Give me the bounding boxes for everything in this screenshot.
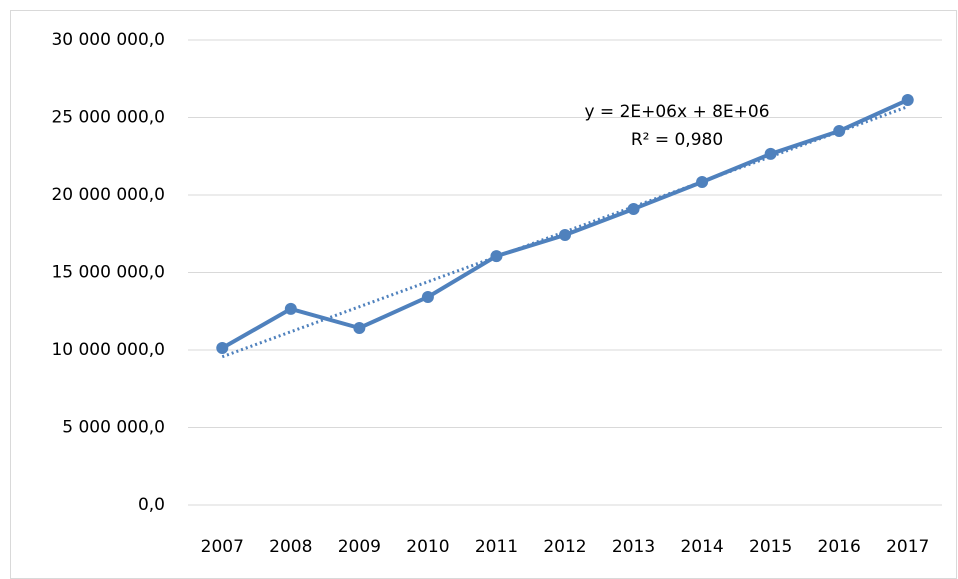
- y-tick-label: 5 000 000,0: [62, 418, 165, 438]
- x-tick-label: 2013: [612, 537, 655, 557]
- data-point: [490, 250, 503, 263]
- data-point: [764, 147, 777, 160]
- x-tick-label: 2012: [543, 537, 586, 557]
- y-tick-label: 30 000 000,0: [51, 30, 165, 50]
- y-tick-label: 15 000 000,0: [51, 263, 165, 283]
- trendline: [221, 105, 909, 359]
- chart-frame: [10, 10, 957, 579]
- x-tick-label: 2011: [475, 537, 518, 557]
- data-point: [833, 124, 846, 137]
- x-tick-label: 2008: [269, 537, 312, 557]
- x-tick-label: 2017: [886, 537, 929, 557]
- x-tick-label: 2015: [749, 537, 792, 557]
- y-tick-label: 0,0: [138, 495, 165, 515]
- y-tick-label: 20 000 000,0: [51, 185, 165, 205]
- x-tick-label: 2014: [680, 537, 723, 557]
- trend-r-squared: R² = 0,980: [631, 130, 723, 150]
- data-point: [284, 302, 297, 315]
- x-tick-label: 2016: [818, 537, 861, 557]
- y-tick-label: 10 000 000,0: [51, 340, 165, 360]
- data-point: [627, 202, 640, 215]
- y-tick-label: 25 000 000,0: [51, 108, 165, 128]
- data-point: [353, 321, 366, 334]
- x-tick-label: 2007: [201, 537, 244, 557]
- data-point: [901, 93, 914, 106]
- x-tick-label: 2009: [338, 537, 381, 557]
- data-point: [559, 228, 571, 241]
- trend-equation: y = 2E+06x + 8E+06: [584, 102, 769, 122]
- x-tick-label: 2010: [406, 537, 449, 557]
- data-point: [696, 175, 709, 188]
- data-point: [421, 290, 434, 303]
- data-point: [216, 341, 229, 354]
